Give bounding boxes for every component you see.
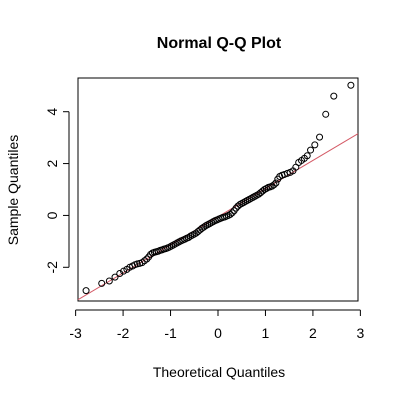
qq-point [330, 92, 338, 100]
qq-point [303, 152, 311, 160]
qq-point [185, 233, 193, 241]
y-axis-label: Sample Quantiles [5, 135, 21, 246]
qq-point [272, 179, 280, 187]
x-tick-label: -1 [164, 325, 177, 341]
y-tick-label: 4 [44, 108, 60, 116]
qq-point [316, 133, 324, 141]
y-tick-label: -2 [44, 261, 60, 274]
qq-point [270, 181, 278, 189]
qq-point [307, 146, 315, 154]
qq-point [82, 287, 90, 295]
y-tick-label: 0 [44, 211, 60, 219]
x-tick-label: 1 [262, 325, 270, 341]
plot-content [77, 81, 359, 301]
x-tick-label: 2 [309, 325, 317, 341]
qq-point [120, 267, 128, 275]
qq-point [116, 270, 124, 278]
qq-point [232, 204, 240, 212]
qq-point [228, 209, 236, 217]
x-tick-label: -3 [69, 325, 82, 341]
qq-point [311, 141, 319, 149]
qq-point [226, 210, 234, 218]
qq-point [111, 273, 119, 281]
chart-title: Normal Q-Q Plot [157, 35, 282, 52]
x-axis: -3 -2 -1 0 1 2 3 [69, 309, 364, 341]
x-tick-label: 0 [214, 325, 222, 341]
qq-point [322, 110, 330, 118]
x-tick-label: -2 [117, 325, 130, 341]
plot-area-frame [77, 77, 359, 302]
qq-point [200, 223, 208, 231]
qq-point [143, 255, 151, 263]
y-axis: -2 0 2 4 [44, 108, 70, 274]
qq-point [105, 277, 113, 285]
qq-point [347, 81, 355, 89]
y-tick-label: 2 [44, 159, 60, 167]
x-tick-label: 3 [356, 325, 364, 341]
x-axis-label: Theoretical Quantiles [153, 364, 285, 380]
qq-point [147, 250, 155, 258]
qq-point [98, 279, 106, 287]
